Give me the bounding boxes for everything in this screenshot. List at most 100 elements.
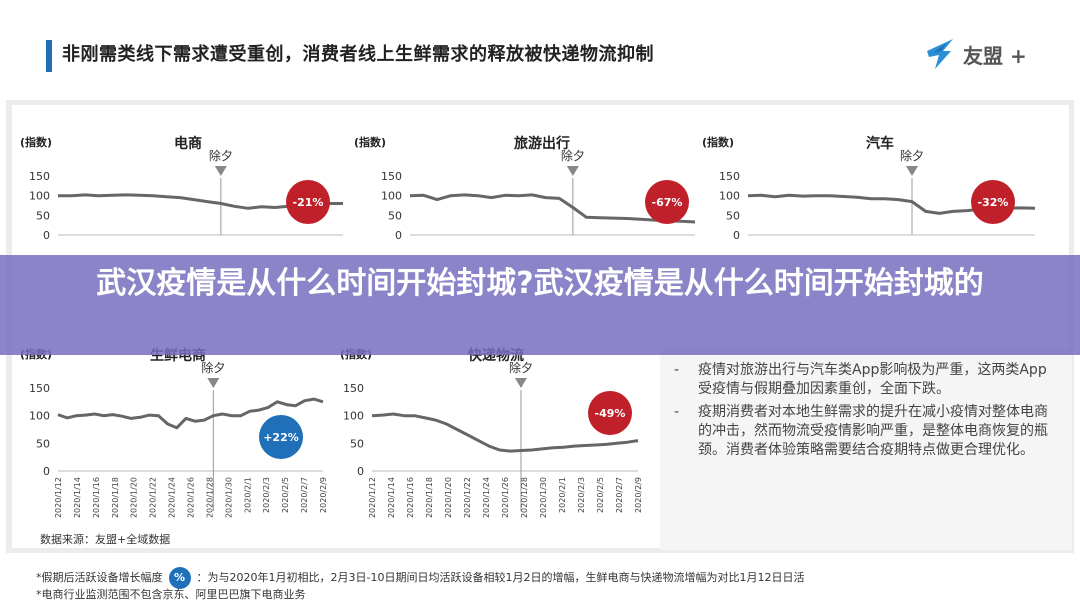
- chart-auto: 汽车 (指数) 0 50 100 150 除夕 -32%: [702, 135, 1036, 242]
- event-triangle-icon: [566, 166, 579, 176]
- x-tick-label: 2020/1/30: [224, 477, 233, 518]
- x-tick-label: 2020/1/14: [387, 477, 396, 518]
- x-tick-label: 2020/1/12: [368, 477, 377, 518]
- x-tick-label: 2020/2/3: [262, 477, 271, 513]
- event-triangle-icon: [207, 378, 220, 388]
- series-line: [371, 412, 639, 453]
- change-badge: [645, 180, 689, 224]
- y-tick-label: 0: [43, 465, 50, 478]
- x-tick-label: 2020/2/7: [615, 477, 624, 513]
- event-label: 除夕: [900, 148, 924, 163]
- note-item: 疫情对旅游出行与汽车类App影响极为严重，这两类App受疫情与假期叠加因素重创，…: [660, 361, 1052, 399]
- event-triangle-icon: [214, 166, 227, 176]
- y-tick-label: 100: [343, 410, 364, 423]
- x-tick-label: 2020/2/9: [319, 477, 328, 513]
- y-tick-label: 0: [357, 465, 364, 478]
- footnotes: *假期后活跃设备增长幅度% ：为与2020年1月初相比，2月3日-10日期间日均活…: [0, 555, 1080, 610]
- y-tick-label: 50: [36, 437, 50, 450]
- y-tick-label: 100: [29, 190, 50, 203]
- overlay-title: 武汉疫情是从什么时间开始封城?武汉疫情是从什么时间开始封城的: [96, 266, 984, 301]
- x-tick-label: 2020/1/14: [73, 477, 82, 518]
- x-tick-label: 2020/1/20: [444, 477, 453, 518]
- chart-travel: 旅游出行 (指数) 0 50 100 150 除夕 -67%: [354, 135, 696, 242]
- y-tick-label: 50: [350, 437, 364, 450]
- x-tick-label: 2020/1/30: [539, 477, 548, 518]
- chart-fresh-ecommerce: 生鲜电商(指数)050100150除夕+22%2020/1/122020/1/1…: [20, 347, 328, 518]
- x-tick-label: 2020/1/24: [168, 477, 177, 518]
- x-tick-label: 2020/2/3: [577, 477, 586, 513]
- change-badge-label: +22%: [263, 431, 299, 444]
- y-tick-label: 50: [726, 209, 740, 222]
- series-line: [57, 397, 324, 430]
- umeng-bird-icon: [927, 39, 953, 69]
- unit-label: (指数): [354, 135, 386, 149]
- change-badge: [588, 391, 632, 435]
- change-badge-label: -21%: [293, 196, 324, 209]
- x-tick-label: 2020/1/24: [482, 477, 491, 518]
- y-tick-label: 150: [29, 382, 50, 395]
- x-tick-label: 2020/1/28: [520, 477, 529, 518]
- page-title: 非刚需类线下需求遭受重创，消费者线上生鲜需求的释放被快递物流抑制: [62, 44, 654, 65]
- percent-badge-icon: %: [168, 567, 191, 589]
- chart-express-logistics: 快递物流(指数)050100150除夕-49%2020/1/122020/1/1…: [340, 347, 643, 518]
- y-tick-label: 150: [29, 170, 50, 183]
- brand-name: 友盟 +: [963, 43, 1027, 68]
- series-line: [409, 193, 696, 224]
- y-tick-label: 0: [43, 229, 50, 242]
- x-tick-label: 2020/2/5: [281, 477, 290, 513]
- y-tick-label: 100: [381, 190, 402, 203]
- event-triangle-icon: [514, 378, 527, 388]
- source-note-bottom: 数据来源：友盟+全域数据: [40, 533, 171, 546]
- chart-title: 旅游出行: [514, 135, 570, 152]
- x-tick-label: 2020/1/18: [425, 477, 434, 518]
- change-badge: [259, 415, 303, 459]
- event-label: 除夕: [509, 360, 533, 375]
- change-badge: [286, 180, 330, 224]
- y-tick-label: 100: [29, 410, 50, 423]
- note-item: 疫期消费者对本地生鲜需求的提升在减小疫情对整体电商的冲击，然而物流受疫情影响严重…: [660, 403, 1052, 460]
- brand-logo: 友盟 +: [925, 36, 1027, 72]
- x-tick-label: 2020/2/1: [558, 477, 567, 513]
- y-tick-label: 100: [719, 190, 740, 203]
- analysis-notes: 疫情对旅游出行与汽车类App影响极为严重，这两类App受疫情与假期叠加因素重创，…: [660, 355, 1072, 550]
- y-tick-label: 50: [388, 209, 402, 222]
- y-tick-label: 150: [719, 170, 740, 183]
- title-accent-bar: [46, 40, 52, 72]
- footnote-2: *电商行业监测范围不包含京东、阿里巴巴旗下电商业务: [36, 588, 306, 601]
- x-tick-label: 2020/1/22: [149, 477, 158, 518]
- x-tick-label: 2020/2/5: [596, 477, 605, 513]
- header: 非刚需类线下需求遭受重创，消费者线上生鲜需求的释放被快递物流抑制 友盟 +: [0, 0, 1080, 100]
- x-tick-label: 2020/1/16: [92, 477, 101, 518]
- y-tick-label: 50: [36, 209, 50, 222]
- event-label: 除夕: [561, 148, 585, 163]
- event-label: 除夕: [201, 360, 225, 375]
- change-badge-label: -32%: [978, 196, 1009, 209]
- event-label: 除夕: [209, 148, 233, 163]
- event-triangle-icon: [906, 166, 918, 176]
- chart-ecommerce: 电商 (指数) 0 50 100 150 除夕 -21%: [20, 135, 343, 242]
- overlay-banner: 武汉疫情是从什么时间开始封城?武汉疫情是从什么时间开始封城的: [0, 255, 1080, 355]
- chart-title: 汽车: [866, 135, 894, 152]
- footnote-1: *假期后活跃设备增长幅度% ：为与2020年1月初相比，2月3日-10日期间日均活…: [36, 567, 804, 589]
- x-tick-label: 2020/1/16: [406, 477, 415, 518]
- x-tick-label: 2020/2/9: [634, 477, 643, 513]
- x-tick-label: 2020/1/26: [501, 477, 510, 518]
- x-tick-label: 2020/1/22: [463, 477, 472, 518]
- change-badge: [971, 180, 1015, 224]
- x-tick-label: 2020/1/20: [130, 477, 139, 518]
- change-badge-label: -67%: [652, 196, 683, 209]
- y-tick-label: 150: [381, 170, 402, 183]
- x-tick-label: 2020/2/1: [243, 477, 252, 513]
- x-tick-label: 2020/1/12: [54, 477, 63, 518]
- x-tick-label: 2020/2/7: [300, 477, 309, 513]
- x-tick-label: 2020/1/18: [111, 477, 120, 518]
- y-tick-label: 150: [343, 382, 364, 395]
- chart-title: 电商: [174, 135, 202, 152]
- x-tick-label: 2020/1/28: [205, 477, 214, 518]
- x-tick-label: 2020/1/26: [187, 477, 196, 518]
- y-tick-label: 0: [395, 229, 402, 242]
- y-tick-label: 0: [733, 229, 740, 242]
- unit-label: (指数): [20, 135, 52, 149]
- change-badge-label: -49%: [595, 407, 626, 420]
- unit-label: (指数): [702, 135, 734, 149]
